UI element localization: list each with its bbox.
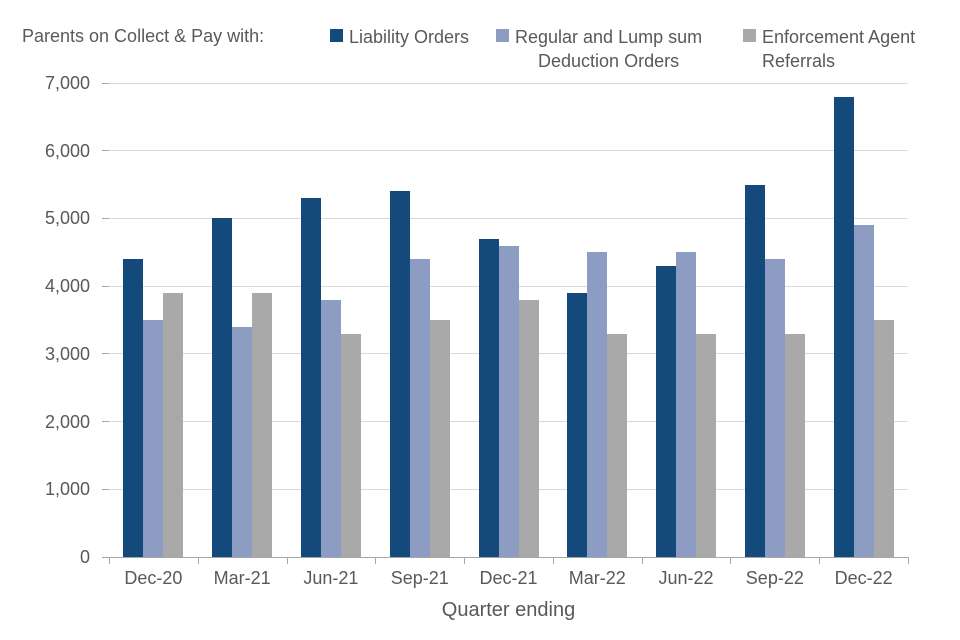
- bar-enforcement-agent-referrals-jun-21: [340, 333, 361, 557]
- y-axis-tick: [102, 353, 109, 355]
- bar-enforcement-agent-referrals-dec-21: [518, 299, 539, 557]
- x-axis-tick: [552, 557, 554, 564]
- bar-enforcement-agent-referrals-mar-22: [607, 333, 628, 557]
- bar-regular-and-lump-sum-deduction-orders-dec-20: [143, 320, 164, 557]
- x-axis-tick: [908, 557, 909, 564]
- gridline: [109, 150, 908, 152]
- y-axis-tick: [102, 285, 109, 287]
- legend-item-deduction-orders: Regular and Lump sum Deduction Orders: [496, 25, 702, 73]
- y-axis-tick: [102, 421, 109, 423]
- x-tick-label: Dec-21: [479, 568, 538, 588]
- bar-enforcement-agent-referrals-jun-22: [696, 333, 717, 557]
- legend-label-deduction-orders: Regular and Lump sum Deduction Orders: [515, 27, 703, 71]
- bar-enforcement-agent-referrals-dec-22: [873, 320, 894, 557]
- y-tick-label: 5,000: [44, 208, 90, 229]
- x-axis-title: Quarter ending: [441, 599, 576, 621]
- bar-enforcement-agent-referrals-sep-21: [429, 320, 450, 557]
- bar-regular-and-lump-sum-deduction-orders-jun-21: [320, 299, 341, 557]
- legend-swatch-liability-orders-icon: [330, 29, 343, 42]
- chart-title: Parents on Collect & Pay with:: [22, 26, 265, 46]
- x-tick-label: Jun-21: [303, 568, 359, 588]
- bar-regular-and-lump-sum-deduction-orders-sep-22: [764, 259, 785, 557]
- bar-liability-orders-sep-21: [389, 191, 410, 557]
- y-tick-label: 1,000: [44, 479, 90, 500]
- bar-regular-and-lump-sum-deduction-orders-mar-21: [232, 326, 253, 557]
- x-axis-line: [109, 557, 909, 558]
- bar-enforcement-agent-referrals-mar-21: [252, 292, 273, 557]
- y-tick-label: 0: [79, 547, 90, 567]
- x-axis-tick: [197, 557, 199, 564]
- bar-enforcement-agent-referrals-dec-20: [163, 292, 184, 557]
- bar-regular-and-lump-sum-deduction-orders-sep-21: [409, 259, 430, 557]
- y-tick-label: 2,000: [44, 411, 90, 432]
- bar-regular-and-lump-sum-deduction-orders-jun-22: [676, 252, 697, 557]
- x-tick-label: Mar-22: [568, 568, 626, 588]
- bar-regular-and-lump-sum-deduction-orders-mar-22: [587, 252, 608, 557]
- bar-liability-orders-jun-21: [300, 198, 321, 557]
- x-tick-label: Dec-22: [834, 568, 893, 588]
- legend-swatch-enforcement-agent-referrals-icon: [743, 29, 756, 42]
- x-axis-tick: [819, 557, 821, 564]
- y-axis-tick: [102, 217, 109, 219]
- y-tick-label: 3,000: [44, 343, 90, 364]
- bar-liability-orders-sep-22: [744, 184, 765, 557]
- bar-liability-orders-mar-21: [212, 218, 233, 557]
- bar-liability-orders-dec-20: [123, 259, 144, 557]
- x-axis-tick: [730, 557, 732, 564]
- x-axis-tick: [286, 557, 288, 564]
- x-tick-label: Mar-21: [213, 568, 271, 588]
- x-axis-tick: [109, 557, 110, 564]
- y-axis-tick: [102, 488, 109, 490]
- bar-regular-and-lump-sum-deduction-orders-dec-21: [498, 245, 519, 557]
- legend-swatch-deduction-orders-icon: [496, 29, 509, 42]
- bar-liability-orders-mar-22: [567, 292, 588, 557]
- x-axis-tick: [464, 557, 466, 564]
- bar-liability-orders-dec-21: [478, 238, 499, 557]
- x-tick-label: Dec-20: [124, 568, 183, 588]
- x-tick-label: Sep-22: [745, 568, 804, 588]
- legend-label-liability-orders: Liability Orders: [349, 27, 470, 47]
- y-tick-label: 7,000: [44, 73, 90, 93]
- bar-regular-and-lump-sum-deduction-orders-dec-22: [853, 225, 874, 557]
- y-axis-tick: [102, 150, 109, 152]
- y-axis-tick: [102, 82, 109, 84]
- y-tick-label: 6,000: [44, 140, 90, 161]
- bar-liability-orders-dec-22: [833, 96, 854, 557]
- x-axis-tick: [375, 557, 377, 564]
- legend-label-enforcement-agent-referrals: Enforcement Agent Referrals: [762, 27, 916, 71]
- legend-item-enforcement-agent-referrals: Enforcement Agent Referrals: [743, 25, 915, 73]
- x-axis-tick: [641, 557, 643, 564]
- x-tick-label: Jun-22: [658, 568, 714, 588]
- bar-enforcement-agent-referrals-sep-22: [784, 333, 805, 557]
- y-tick-label: 4,000: [44, 276, 90, 297]
- bar-liability-orders-jun-22: [656, 265, 677, 557]
- gridline: [109, 82, 908, 84]
- x-tick-label: Sep-21: [390, 568, 449, 588]
- y-axis-tick: [102, 556, 109, 558]
- legend-item-liability-orders: Liability Orders: [330, 25, 469, 49]
- gridline: [109, 217, 908, 219]
